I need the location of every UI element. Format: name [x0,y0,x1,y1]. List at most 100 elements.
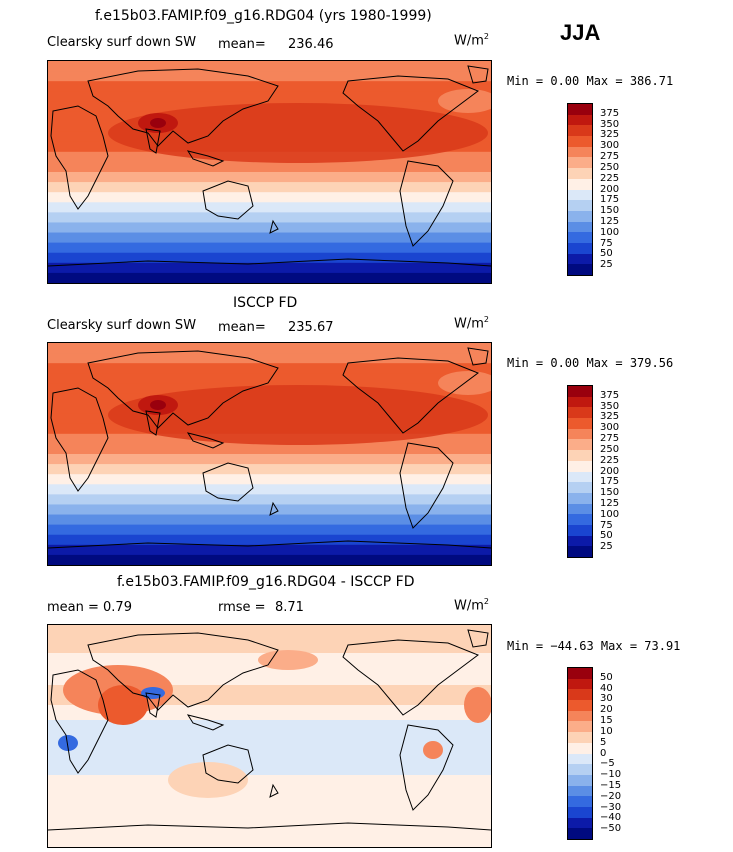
coastline [87,632,279,711]
colorbar-swatch [568,678,592,690]
colorbar-swatch [568,524,592,536]
colorbar-tick-label: 150 [600,205,620,217]
colorbar-swatch [568,546,592,557]
colorbar-swatch [568,482,592,493]
coastline [50,387,109,492]
panel-1-colorbar [567,103,593,276]
colorbar-tick-label: 275 [600,151,620,163]
coastline [48,822,491,831]
colorbar-swatch [568,535,592,547]
colorbar-swatch [568,221,592,233]
panel-2-unit: W/m2 [454,315,489,332]
colorbar-tick-label: 200 [600,183,620,195]
panel-1-min-max: Min = 0.00 Max = 386.71 [507,74,674,88]
colorbar-tick-label: 25 [600,259,613,271]
coastline [269,501,279,516]
colorbar-swatch [568,817,592,829]
coastline [48,258,491,267]
colorbar-swatch [568,418,592,429]
colorbar-swatch [568,242,592,254]
panel-1-stat-label: mean= [218,37,266,52]
panel-3-title: f.e15b03.FAMIP.f09_g16.RDG04 - ISCCP FD [117,574,415,590]
colorbar-swatch [568,146,592,158]
colorbar-tick-label: 225 [600,172,620,184]
coastline [145,692,161,718]
colorbar-tick-label: 325 [600,411,620,423]
colorbar-swatch [568,503,592,515]
colorbar-swatch [568,806,592,818]
coastline [186,150,225,167]
coastline [186,432,225,449]
colorbar-swatch [568,764,592,775]
coastline [50,669,109,774]
panel-3-colorbar [567,667,593,840]
colorbar-swatch [568,178,592,190]
panel-1-unit: W/m2 [454,32,489,49]
colorbar-tick-label: 125 [600,497,620,509]
colorbar-swatch [568,514,592,525]
coastline [342,639,480,716]
panel-2-colorbar [567,385,593,558]
colorbar-tick-label: 75 [600,237,613,249]
colorbar-swatch [568,721,592,733]
colorbar-swatch [568,796,592,807]
colorbar-swatch [568,386,592,397]
colorbar-swatch [568,439,592,451]
coastline [50,105,109,210]
colorbar-tick-label: 5 [600,736,607,748]
coastline [467,347,489,366]
colorbar-tick-label: 50 [600,248,613,260]
colorbar-swatch [568,200,592,211]
colorbar-swatch [568,114,592,126]
colorbar-swatch [568,785,592,797]
colorbar-swatch [568,753,592,765]
panel-2-stat-value: 235.67 [288,320,334,335]
colorbar-swatch [568,742,592,754]
colorbar-swatch [568,668,592,679]
coastline [48,540,491,549]
colorbar-swatch [568,168,592,179]
coastline [87,350,279,429]
colorbar-swatch [568,689,592,701]
colorbar-tick-label: 15 [600,715,613,727]
colorbar-tick-label: 50 [600,530,613,542]
colorbar-tick-label: 375 [600,389,620,401]
colorbar-tick-label: 250 [600,161,620,173]
coastline [399,724,454,811]
colorbar-swatch [568,210,592,222]
coastline [145,410,161,436]
colorbar-swatch [568,460,592,472]
coastline [269,219,279,234]
colorbar-tick-label: 225 [600,454,620,466]
panel-1-stat-value: 236.46 [288,37,334,52]
colorbar-tick-label: 350 [600,118,620,130]
colorbar-tick-label: 175 [600,194,620,206]
colorbar-tick-label: 250 [600,443,620,455]
colorbar-swatch [568,136,592,147]
colorbar-swatch [568,828,592,839]
coastline [186,714,225,731]
coastline [342,357,480,434]
colorbar-tick-label: −30 [600,801,622,813]
panel-1-map [47,60,492,284]
panel-3-mean-label: mean = 0.79 [47,600,132,615]
colorbar-tick-label: 350 [600,400,620,412]
colorbar-tick-label: 175 [600,476,620,488]
panel-2-variable-label: Clearsky surf down SW [47,318,197,333]
colorbar-swatch [568,396,592,408]
colorbar-tick-label: 100 [600,508,620,520]
colorbar-swatch [568,710,592,722]
coastline [202,744,254,784]
colorbar-tick-label: 30 [600,693,613,705]
colorbar-swatch [568,104,592,115]
coastline [202,180,254,220]
colorbar-swatch [568,157,592,169]
panel-2-title: ISCCP FD [233,295,298,311]
panel-2-map [47,342,492,566]
colorbar-tick-label: 125 [600,215,620,227]
colorbar-tick-label: 275 [600,433,620,445]
colorbar-swatch [568,732,592,743]
coastline [269,783,279,798]
colorbar-tick-label: 0 [600,747,607,759]
colorbar-tick-label: −20 [600,790,622,802]
